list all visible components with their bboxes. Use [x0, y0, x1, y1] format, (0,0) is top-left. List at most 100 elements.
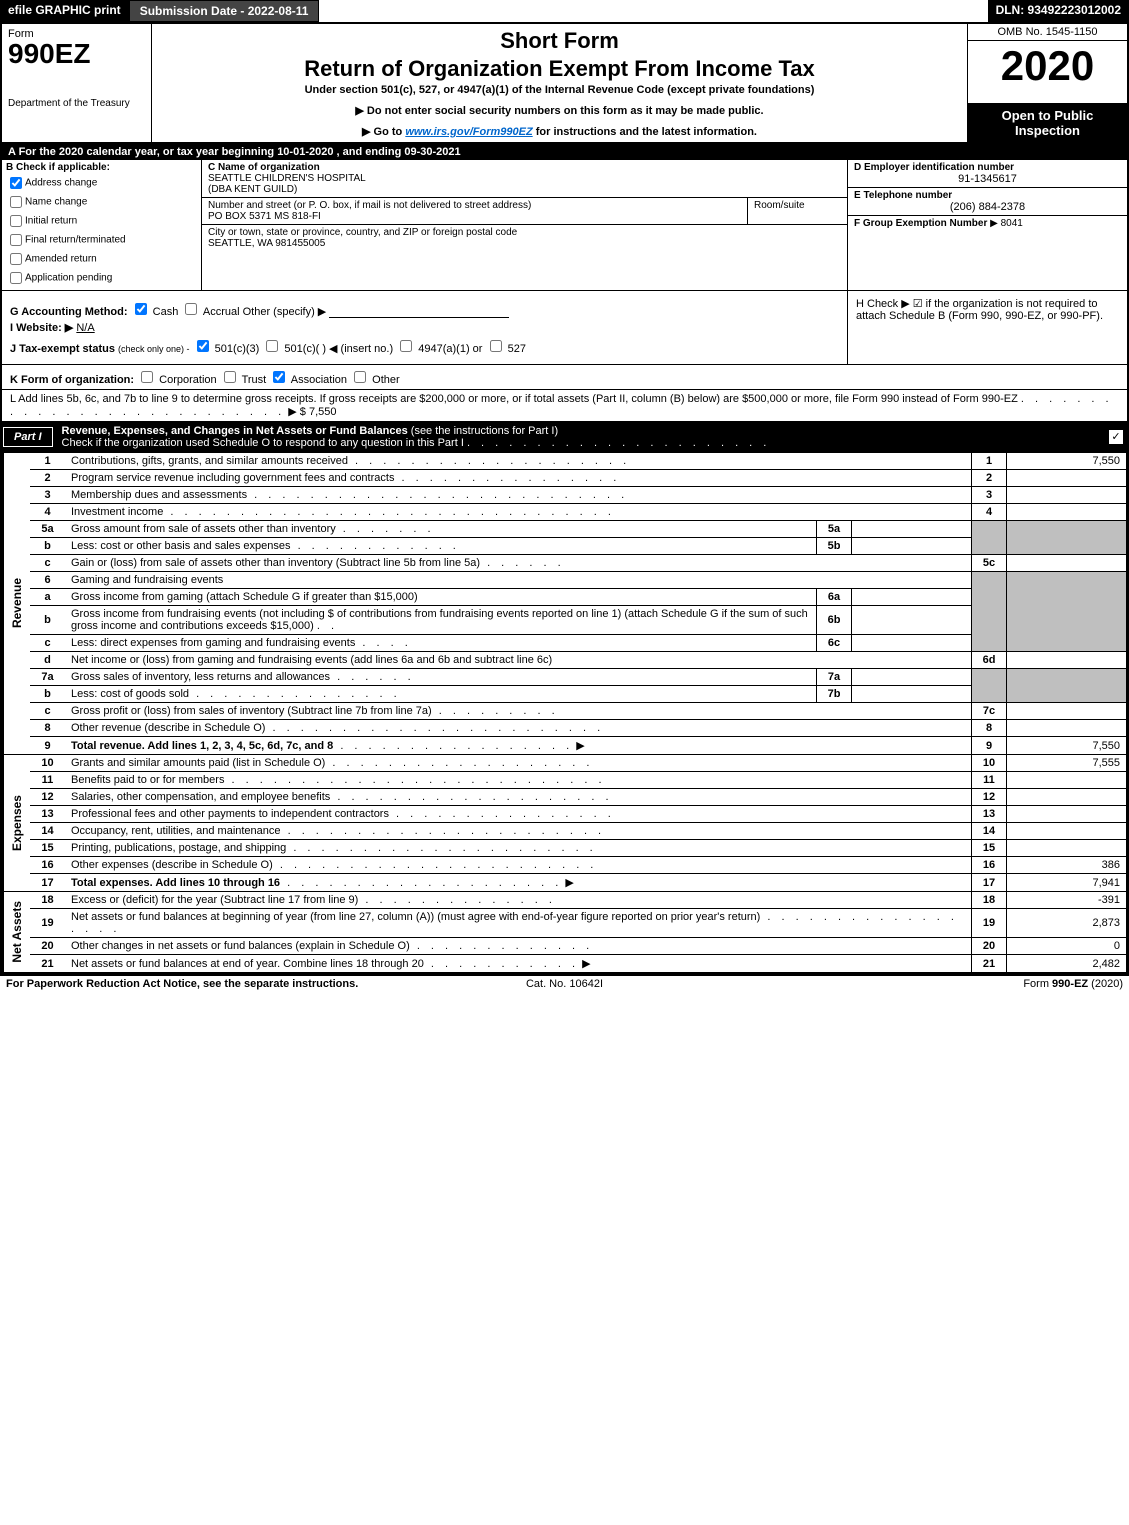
- line-7c-num: c: [30, 703, 65, 720]
- chk-final-return-box[interactable]: [10, 234, 22, 246]
- form-number: 990EZ: [8, 40, 145, 68]
- chk-app-pending[interactable]: Application pending: [6, 269, 197, 287]
- chk-name-change[interactable]: Name change: [6, 193, 197, 211]
- line-6d-num: d: [30, 652, 65, 669]
- line-6a: a Gross income from gaming (attach Sched…: [3, 589, 1127, 606]
- lbl-corp: Corporation: [159, 374, 216, 386]
- line-16-val: 386: [1007, 857, 1127, 874]
- omb-number: OMB No. 1545-1150: [968, 24, 1127, 41]
- line-4-rnum: 4: [972, 504, 1007, 521]
- chk-app-pending-box[interactable]: [10, 272, 22, 284]
- lbl-501c: 501(c)( ) ◀ (insert no.): [284, 343, 393, 355]
- phone-block: E Telephone number (206) 884-2378: [848, 188, 1127, 216]
- line-14: 14 Occupancy, rent, utilities, and maint…: [3, 823, 1127, 840]
- line-10-desc: Grants and similar amounts paid (list in…: [65, 755, 972, 772]
- chk-corp[interactable]: [141, 371, 153, 383]
- line-5b-sublabel: 5b: [817, 538, 852, 555]
- submission-date: Submission Date - 2022-08-11: [129, 0, 320, 22]
- line-9-num: 9: [30, 737, 65, 755]
- city-val: SEATTLE, WA 981455005: [208, 238, 841, 249]
- chk-other-org[interactable]: [354, 371, 366, 383]
- ein-val: 91-1345617: [854, 173, 1121, 185]
- line-5c-rnum: 5c: [972, 555, 1007, 572]
- chk-final-return[interactable]: Final return/terminated: [6, 231, 197, 249]
- chk-initial-return-box[interactable]: [10, 215, 22, 227]
- header-center: Short Form Return of Organization Exempt…: [152, 24, 967, 142]
- line-1-val: 7,550: [1007, 453, 1127, 470]
- line-1-rnum: 1: [972, 453, 1007, 470]
- part1-schedule-o-check[interactable]: ✓: [1109, 430, 1123, 444]
- line-14-rnum: 14: [972, 823, 1007, 840]
- line-13-rnum: 13: [972, 806, 1007, 823]
- efile-print-button[interactable]: efile GRAPHIC print: [0, 0, 129, 22]
- ssn-warning: ▶ Do not enter social security numbers o…: [160, 104, 959, 117]
- part1-header: Part I Revenue, Expenses, and Changes in…: [2, 422, 1127, 452]
- chk-amended-return-box[interactable]: [10, 253, 22, 265]
- chk-527[interactable]: [490, 340, 502, 352]
- chk-501c3[interactable]: [197, 340, 209, 352]
- line-6a-desc: Gross income from gaming (attach Schedul…: [65, 589, 817, 606]
- chk-amended-return[interactable]: Amended return: [6, 250, 197, 268]
- lines-table: Revenue 1 Contributions, gifts, grants, …: [2, 452, 1127, 973]
- row-i: I Website: ▶ N/A: [10, 321, 839, 334]
- line-5b-desc: Less: cost or other basis and sales expe…: [65, 538, 817, 555]
- chk-address-change-box[interactable]: [10, 177, 22, 189]
- line-10-val: 7,555: [1007, 755, 1127, 772]
- footer-right-post: (2020): [1088, 978, 1123, 990]
- line-6-desc: Gaming and fundraising events: [65, 572, 972, 589]
- line-5c-desc: Gain or (loss) from sale of assets other…: [65, 555, 972, 572]
- footer-right-pre: Form: [1023, 978, 1052, 990]
- lbl-assoc: Association: [291, 374, 347, 386]
- chk-accrual[interactable]: [185, 303, 197, 315]
- irs-link[interactable]: www.irs.gov/Form990EZ: [405, 126, 532, 138]
- line-15-num: 15: [30, 840, 65, 857]
- line-5b-subval: [852, 538, 972, 555]
- lbl-trust: Trust: [242, 374, 267, 386]
- street-val: PO BOX 5371 MS 818-FI: [208, 211, 741, 222]
- line-11-desc: Benefits paid to or for members . . . . …: [65, 772, 972, 789]
- line-19-desc: Net assets or fund balances at beginning…: [65, 909, 972, 938]
- line-7a-desc: Gross sales of inventory, less returns a…: [65, 669, 817, 686]
- chk-name-change-box[interactable]: [10, 196, 22, 208]
- line-3-val: [1007, 487, 1127, 504]
- row-g: G Accounting Method: Cash Accrual Other …: [10, 300, 839, 318]
- line-7b-desc: Less: cost of goods sold . . . . . . . .…: [65, 686, 817, 703]
- grey-7ab-val: [1007, 669, 1127, 703]
- lbl-501c3: 501(c)(3): [215, 343, 260, 355]
- line-2-desc: Program service revenue including govern…: [65, 470, 972, 487]
- line-13-val: [1007, 806, 1127, 823]
- line-6d-val: [1007, 652, 1127, 669]
- col-c-org-info: C Name of organization SEATTLE CHILDREN'…: [202, 160, 847, 290]
- grey-5ab: [972, 521, 1007, 555]
- org-dba: (DBA KENT GUILD): [208, 184, 841, 195]
- line-21: 21 Net assets or fund balances at end of…: [3, 955, 1127, 973]
- line-13-desc: Professional fees and other payments to …: [65, 806, 972, 823]
- group-exempt-block: F Group Exemption Number ▶ 8041: [848, 216, 1127, 290]
- footer: For Paperwork Reduction Act Notice, see …: [0, 975, 1129, 992]
- line-5c-val: [1007, 555, 1127, 572]
- line-15-desc: Printing, publications, postage, and shi…: [65, 840, 972, 857]
- line-5a-sublabel: 5a: [817, 521, 852, 538]
- line-2: 2 Program service revenue including gove…: [3, 470, 1127, 487]
- chk-cash[interactable]: [135, 303, 147, 315]
- line-14-num: 14: [30, 823, 65, 840]
- footer-left: For Paperwork Reduction Act Notice, see …: [6, 978, 378, 990]
- chk-trust[interactable]: [224, 371, 236, 383]
- row-k-label: K Form of organization:: [10, 374, 134, 386]
- chk-address-change[interactable]: Address change: [6, 174, 197, 192]
- form-container: Form 990EZ Department of the Treasury Sh…: [0, 22, 1129, 975]
- chk-address-change-label: Address change: [25, 178, 97, 189]
- line-21-rnum: 21: [972, 955, 1007, 973]
- other-specify-input[interactable]: [329, 306, 509, 318]
- line-10-rnum: 10: [972, 755, 1007, 772]
- chk-assoc[interactable]: [273, 371, 285, 383]
- room-suite: Room/suite: [747, 198, 847, 224]
- grey-5ab-val: [1007, 521, 1127, 555]
- line-11: 11 Benefits paid to or for members . . .…: [3, 772, 1127, 789]
- chk-501c[interactable]: [266, 340, 278, 352]
- chk-4947[interactable]: [400, 340, 412, 352]
- chk-initial-return[interactable]: Initial return: [6, 212, 197, 230]
- line-2-rnum: 2: [972, 470, 1007, 487]
- line-19-rnum: 19: [972, 909, 1007, 938]
- col-gijk: G Accounting Method: Cash Accrual Other …: [2, 291, 847, 364]
